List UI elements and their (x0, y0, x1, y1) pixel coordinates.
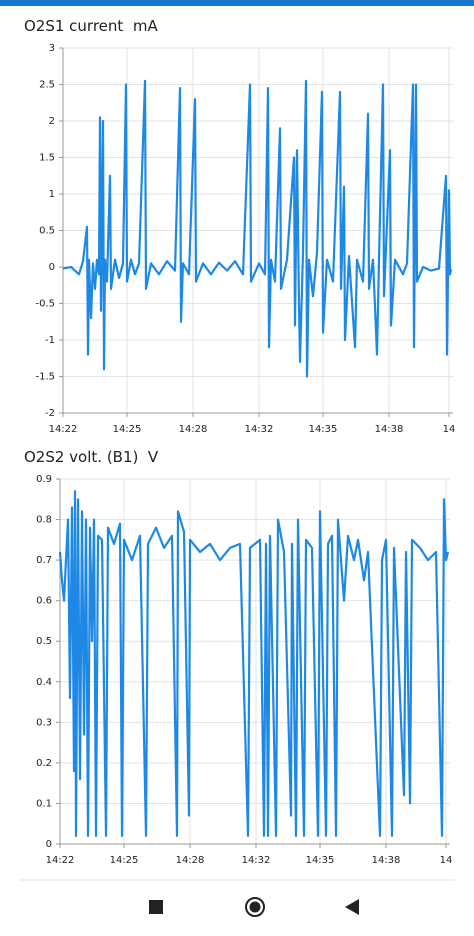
y-tick-label: 2 (49, 116, 55, 127)
y-tick-label: -0.5 (35, 299, 55, 310)
data-line (62, 79, 453, 378)
x-tick-label: 14:22 (49, 424, 78, 435)
y-tick-label: 2.5 (39, 80, 55, 91)
y-tick-label: 1 (49, 189, 55, 200)
y-tick-label: -2 (45, 408, 55, 419)
y-tick-label: -1.5 (35, 372, 55, 383)
x-tick-label: 14:32 (242, 855, 271, 866)
x-tick-label: 14:25 (110, 855, 139, 866)
y-tick-label: 0.4 (36, 677, 52, 688)
x-tick-label: 14:35 (309, 424, 338, 435)
x-tick-label: 14:28 (179, 424, 208, 435)
y-tick-label: 0.2 (36, 758, 52, 769)
x-tick-label: 14:35 (306, 855, 335, 866)
y-tick-label: 0.8 (36, 515, 52, 526)
y-tick-label: 0.7 (36, 555, 52, 566)
x-tick-label: 14 (443, 424, 456, 435)
x-tick-label: 14:28 (176, 855, 205, 866)
y-tick-label: -1 (45, 335, 55, 346)
y-tick-label: 0.3 (36, 717, 52, 728)
home-button-dot (249, 901, 261, 913)
y-tick-label: 0 (46, 839, 52, 850)
y-tick-label: 0.6 (36, 596, 52, 607)
chart-title: O2S2 volt. (B1) V (24, 448, 159, 466)
chart-title: O2S1 current mA (24, 17, 158, 35)
x-tick-label: 14:38 (375, 424, 404, 435)
y-tick-label: 0.9 (36, 474, 52, 485)
top-bar (0, 0, 474, 6)
x-tick-label: 14:38 (372, 855, 401, 866)
back-button[interactable] (345, 899, 359, 915)
x-tick-label: 14:22 (46, 855, 75, 866)
home-button[interactable] (245, 897, 265, 917)
x-tick-label: 14 (440, 855, 453, 866)
y-tick-label: 0.5 (36, 636, 52, 647)
recents-button[interactable] (149, 900, 163, 914)
x-tick-label: 14:25 (113, 424, 142, 435)
y-tick-label: 0.1 (36, 798, 52, 809)
data-line (58, 490, 450, 837)
y-tick-label: 0 (49, 262, 55, 273)
y-tick-label: 0.5 (39, 226, 55, 237)
x-tick-label: 14:32 (245, 424, 274, 435)
y-tick-label: 1.5 (39, 153, 55, 164)
y-tick-label: 3 (49, 43, 55, 54)
